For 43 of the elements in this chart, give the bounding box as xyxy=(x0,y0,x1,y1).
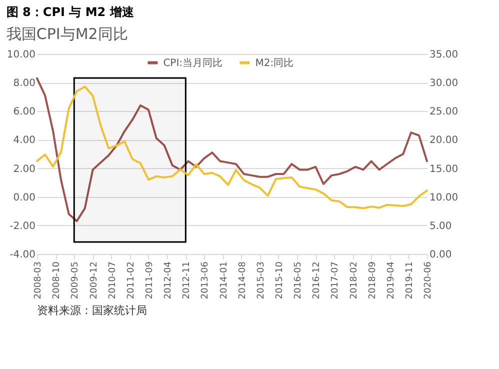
text: 资料来源：国家统计局 xyxy=(37,304,147,317)
y2-tick-label: 0.00 xyxy=(430,250,452,260)
y2-tick-label: 25.00 xyxy=(430,106,458,118)
x-tick-label: 2019-04 xyxy=(386,261,396,300)
x-tick-label: 2009-05 xyxy=(70,262,81,300)
legend-label: M2:同比 xyxy=(255,56,294,69)
y2-tick-label: 30.00 xyxy=(430,78,458,90)
x-tick-label: 2008-03 xyxy=(34,262,44,300)
x-tick-label: 2012-11 xyxy=(182,262,192,300)
x-tick-label: 2014-08 xyxy=(238,261,248,300)
x-tick-label: 2014-01 xyxy=(219,262,230,300)
legend-label: CPI:当月同比 xyxy=(163,56,223,69)
x-tick-label: 2008-10 xyxy=(52,261,62,300)
y2-tick-label: 10.00 xyxy=(430,192,458,204)
chart-subtitle: 我国CPI与M2同比 xyxy=(6,25,128,43)
y-tick-label: 0.00 xyxy=(13,192,36,204)
y2-tick-label: 15.00 xyxy=(430,164,458,175)
y-tick-label: -2.00 xyxy=(10,220,36,232)
x-tick-label: 2020-06 xyxy=(424,261,434,300)
chart-title: 图 8：CPI 与 M2 增速 xyxy=(6,5,135,19)
x-tick-label: 2016-05 xyxy=(293,262,304,300)
x-tick-label: 2009-12 xyxy=(89,262,100,300)
x-tick-label: 2011-09 xyxy=(144,261,155,300)
x-tick-label: 2015-10 xyxy=(274,261,285,300)
x-tick-label: 2019-11 xyxy=(404,262,415,300)
x-tick-label: 2013-06 xyxy=(200,261,211,300)
x-tick-label: 2012-04 xyxy=(164,261,174,300)
y-tick-label: 6.00 xyxy=(13,106,36,118)
y2-tick-label: 5.00 xyxy=(430,220,452,232)
y-tick-label: 8.00 xyxy=(13,78,36,90)
x-tick-label: 2018-02 xyxy=(349,262,360,300)
y-tick-label: 4.00 xyxy=(13,135,36,146)
x-tick-label: 2017-07 xyxy=(330,262,341,300)
y-tick-label: 10.00 xyxy=(6,50,36,60)
x-tick-label: 2010-07 xyxy=(108,262,118,300)
x-tick-label: 2011-02 xyxy=(126,262,136,300)
y2-tick-label: 35.00 xyxy=(430,50,458,60)
x-tick-label: 2015-03 xyxy=(256,262,266,300)
y2-tick-label: 20.00 xyxy=(430,135,458,146)
y-tick-label: 2.00 xyxy=(13,164,36,175)
x-tick-label: 2016-12 xyxy=(312,262,322,300)
x-tick-label: 2018-09 xyxy=(368,261,378,300)
y-tick-label: -4.00 xyxy=(10,250,36,260)
